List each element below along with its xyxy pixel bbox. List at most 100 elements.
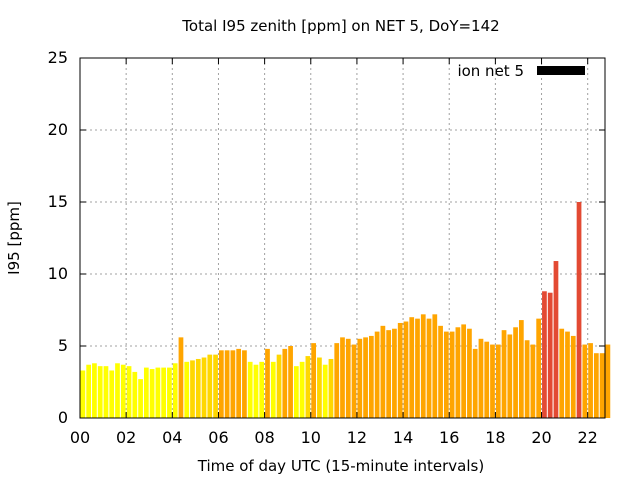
y-tick-label: 0 — [58, 408, 68, 427]
bar — [213, 354, 218, 418]
bar — [392, 328, 397, 418]
bar — [403, 321, 409, 418]
y-tick-label: 5 — [58, 336, 68, 355]
bar — [547, 292, 553, 418]
bar — [126, 366, 132, 418]
x-tick-label: 18 — [485, 428, 505, 447]
bar — [288, 346, 293, 418]
bar — [570, 335, 576, 418]
bar — [247, 361, 253, 418]
bar — [490, 344, 495, 418]
x-tick-label: 14 — [393, 428, 413, 447]
x-tick-label: 08 — [254, 428, 274, 447]
bar — [513, 327, 518, 418]
bar — [495, 344, 501, 418]
x-tick-label: 06 — [208, 428, 228, 447]
x-tick-label: 00 — [70, 428, 90, 447]
bar — [334, 343, 340, 418]
bar — [467, 328, 472, 418]
bar — [576, 202, 582, 418]
bar — [195, 358, 201, 418]
bar — [397, 322, 403, 418]
x-tick-label: 16 — [439, 428, 459, 447]
y-axis-label: I95 [ppm] — [5, 201, 23, 275]
bar — [536, 318, 542, 418]
bar — [328, 358, 334, 418]
bar — [443, 331, 449, 418]
bar — [178, 337, 184, 418]
bar — [380, 325, 386, 418]
bar — [80, 370, 86, 418]
bar — [565, 331, 570, 418]
bar — [478, 338, 484, 418]
chart-title: Total I95 zenith [ppm] on NET 5, DoY=142 — [181, 17, 499, 35]
bar — [501, 330, 507, 418]
y-tick-label: 20 — [48, 120, 68, 139]
bar — [524, 340, 530, 418]
legend: ion net 5 — [457, 62, 585, 80]
bar — [588, 343, 593, 418]
bar — [161, 367, 167, 418]
bar — [449, 331, 455, 418]
bar — [172, 363, 178, 418]
bar — [155, 367, 161, 418]
x-axis-label: Time of day UTC (15-minute intervals) — [197, 457, 484, 475]
bar — [276, 354, 282, 418]
bar — [345, 338, 351, 418]
bar — [184, 361, 190, 418]
bar — [420, 314, 426, 418]
bar — [357, 338, 363, 418]
bar — [582, 344, 588, 418]
y-tick-label: 10 — [48, 264, 68, 283]
bar — [259, 361, 265, 418]
bar — [559, 328, 565, 418]
x-tick-label: 20 — [531, 428, 551, 447]
bar — [149, 369, 155, 418]
grid — [80, 58, 605, 418]
bar — [542, 291, 547, 418]
bar — [553, 261, 559, 418]
bar — [593, 353, 599, 418]
bar — [518, 320, 524, 418]
bar — [236, 348, 242, 418]
bar — [305, 356, 311, 418]
y-tick-label: 25 — [48, 48, 68, 67]
bar — [218, 350, 224, 418]
legend-label: ion net 5 — [457, 62, 524, 80]
bar — [426, 318, 432, 418]
bar — [432, 314, 438, 418]
bar — [167, 367, 172, 418]
bar — [605, 344, 611, 418]
x-tick-label: 10 — [301, 428, 321, 447]
bar — [409, 317, 415, 418]
bar — [322, 364, 328, 418]
bar — [138, 379, 143, 418]
bar — [461, 324, 467, 418]
bar — [242, 350, 247, 418]
bars — [80, 202, 611, 418]
bar — [299, 361, 305, 418]
bar — [120, 364, 126, 418]
bar — [230, 350, 236, 418]
bar — [438, 325, 443, 418]
bar — [530, 344, 536, 418]
bar — [484, 341, 490, 418]
bar — [253, 364, 259, 418]
bar — [282, 348, 288, 418]
x-tick-label: 12 — [347, 428, 367, 447]
bar — [115, 363, 120, 418]
bar — [293, 366, 299, 418]
bar — [103, 366, 109, 418]
bar — [207, 354, 213, 418]
bar — [201, 357, 207, 418]
bar — [386, 330, 392, 418]
bar — [415, 318, 420, 418]
bar — [311, 343, 317, 418]
bar — [363, 337, 368, 418]
bar — [190, 360, 195, 418]
ticks: 0 5 10 15 20 25 00 02 04 06 08 10 12 14 16 18 20 22 — [48, 48, 605, 447]
bar — [109, 370, 115, 418]
bar — [270, 361, 276, 418]
bar — [143, 367, 149, 418]
